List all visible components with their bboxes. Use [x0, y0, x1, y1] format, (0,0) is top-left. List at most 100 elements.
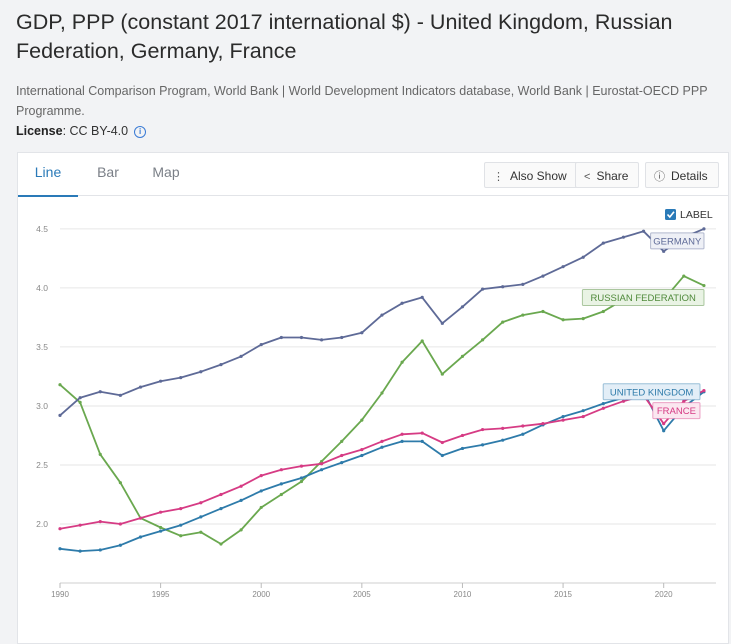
data-point-uk	[58, 547, 62, 551]
data-point-germany	[380, 313, 384, 317]
data-point-russia	[521, 313, 525, 317]
data-point-france	[460, 433, 465, 438]
data-point-uk	[78, 549, 82, 553]
data-point-russia	[501, 320, 505, 324]
data-point-france	[420, 431, 424, 435]
data-point-uk	[299, 476, 304, 480]
data-point-germany	[118, 393, 122, 397]
series-label-box	[652, 402, 701, 420]
series-lines	[58, 227, 706, 553]
y-tick-label: 4.0	[36, 283, 48, 293]
data-point-germany	[279, 335, 283, 340]
data-point-russia	[279, 492, 283, 497]
grid-lines	[60, 228, 716, 584]
label-toggle-text: LABEL	[680, 209, 713, 221]
info-icon[interactable]: i	[134, 126, 147, 138]
data-point-france	[199, 501, 203, 505]
data-point-france	[259, 473, 263, 478]
data-point-russia	[78, 400, 82, 405]
data-point-france	[521, 424, 525, 428]
data-point-russia	[561, 318, 565, 322]
data-point-germany	[219, 363, 223, 367]
data-point-germany	[662, 249, 666, 253]
y-tick-label: 3.0	[36, 401, 48, 411]
data-point-russia	[440, 372, 444, 376]
data-point-uk	[662, 429, 666, 433]
tab-map[interactable]: Map	[152, 164, 180, 180]
data-point-russia	[702, 283, 706, 288]
data-point-germany	[179, 376, 183, 380]
data-point-france	[299, 464, 304, 468]
data-point-france	[561, 418, 565, 422]
label-toggle[interactable]: LABEL	[665, 209, 713, 221]
share-button[interactable]: < Share	[575, 162, 640, 188]
data-point-russia	[319, 459, 324, 464]
data-point-uk	[601, 401, 605, 406]
data-point-germany	[581, 255, 585, 259]
kebab-icon: ⋮	[493, 171, 504, 183]
data-point-uk	[360, 453, 364, 458]
license-label: License	[16, 124, 63, 138]
series-label-russia: RUSSIAN FEDERATION	[581, 289, 705, 307]
tab-line[interactable]: Line	[18, 153, 78, 197]
data-point-uk	[199, 515, 203, 519]
data-point-france	[58, 527, 62, 531]
x-tick-label: 1995	[152, 590, 170, 599]
data-point-russia	[159, 525, 163, 530]
data-point-france	[400, 432, 404, 436]
tab-bar[interactable]: Bar	[97, 164, 119, 180]
data-point-france	[179, 507, 183, 511]
license: License: CC BY-4.0 i	[16, 124, 147, 138]
also-show-label: Also Show	[510, 169, 567, 183]
x-tick-label: 2015	[554, 590, 572, 599]
data-point-uk	[380, 445, 384, 449]
data-point-uk	[159, 529, 163, 533]
data-point-russia	[480, 338, 485, 342]
data-point-uk	[400, 439, 404, 443]
data-point-germany	[641, 229, 646, 233]
series-label-uk: UNITED KINGDOM	[602, 383, 701, 401]
series-label-text: FRANCE	[657, 406, 696, 417]
series-labels: GERMANY RUSSIAN FEDERATION UNITED KINGDOM F…	[581, 232, 705, 420]
label-checkbox[interactable]	[665, 209, 676, 220]
data-point-france	[98, 520, 102, 524]
y-tick-label: 3.5	[36, 342, 48, 352]
data-point-germany	[460, 305, 465, 309]
data-point-germany	[98, 390, 102, 394]
data-point-france	[219, 492, 223, 497]
also-show-button[interactable]: ⋮ Also Show	[484, 162, 578, 188]
series-label-box	[581, 289, 705, 307]
x-tick-label: 2020	[655, 590, 673, 599]
chart-panel: Line Bar Map ⋮ Also Show < Share ⓘ Details …	[17, 152, 729, 644]
y-tick-label: 2.5	[36, 460, 48, 470]
details-button[interactable]: ⓘ Details	[645, 162, 719, 188]
data-point-uk	[480, 443, 485, 447]
series-label-text: UNITED KINGDOM	[610, 387, 693, 398]
data-point-uk	[440, 453, 444, 458]
series-label-text: RUSSIAN FEDERATION	[591, 293, 697, 304]
data-point-uk	[98, 548, 102, 552]
data-point-uk	[279, 482, 283, 486]
data-point-russia	[259, 505, 263, 510]
data-point-uk	[420, 439, 424, 443]
data-point-uk	[340, 461, 344, 465]
data-point-germany	[259, 342, 263, 347]
data-point-russia	[380, 391, 384, 395]
data-point-uk	[460, 446, 465, 451]
data-point-russia	[682, 274, 686, 278]
data-point-russia	[400, 360, 404, 364]
info-circle-icon: ⓘ	[654, 171, 665, 183]
data-point-russia	[58, 383, 62, 387]
data-point-france	[702, 389, 706, 393]
data-point-russia	[420, 339, 424, 343]
data-point-germany	[58, 413, 62, 417]
data-point-france	[601, 406, 605, 410]
data-point-russia	[98, 452, 102, 456]
data-point-france	[621, 399, 626, 403]
data-point-france	[480, 427, 485, 432]
share-label: Share	[596, 169, 629, 183]
x-tick-label: 2010	[454, 590, 472, 599]
data-point-uk	[581, 409, 585, 413]
data-point-germany	[702, 227, 706, 231]
series-line-france	[59, 389, 705, 530]
